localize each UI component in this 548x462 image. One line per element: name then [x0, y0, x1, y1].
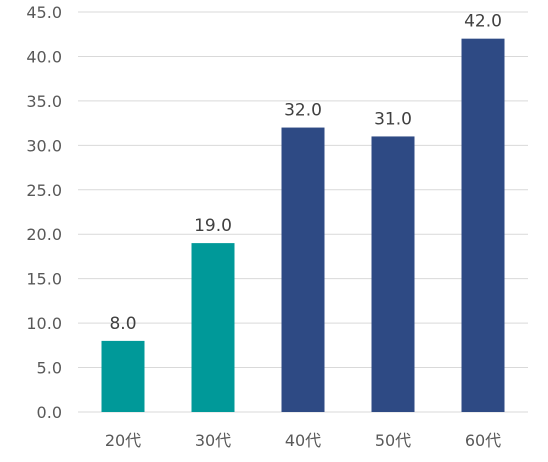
bars	[101, 38, 505, 413]
y-tick-label: 40.0	[26, 47, 62, 66]
data-labels: 8.0 19.0 32.0 31.0 42.0	[109, 12, 501, 334]
data-label: 8.0	[109, 314, 136, 334]
y-tick-label: 45.0	[26, 3, 62, 22]
data-label: 19.0	[194, 216, 232, 236]
x-tick-label: 20代	[105, 431, 141, 450]
data-label: 42.0	[464, 12, 502, 32]
y-tick-label: 30.0	[26, 136, 62, 155]
x-tick-label: 50代	[375, 431, 411, 450]
y-axis-tick-labels: 0.0 5.0 10.0 15.0 20.0 25.0 30.0 35.0 40.0 45.0	[26, 3, 62, 422]
bar	[191, 243, 235, 412]
y-tick-label: 5.0	[37, 359, 62, 378]
y-tick-label: 25.0	[26, 181, 62, 200]
bar	[101, 340, 145, 412]
x-tick-label: 30代	[195, 431, 231, 450]
bar	[281, 127, 325, 413]
y-tick-label: 10.0	[26, 314, 62, 333]
y-tick-label: 0.0	[37, 403, 62, 422]
bar	[461, 38, 505, 413]
y-tick-label: 35.0	[26, 92, 62, 111]
data-label: 32.0	[284, 101, 322, 121]
x-tick-label: 60代	[465, 431, 501, 450]
y-tick-label: 20.0	[26, 225, 62, 244]
bar	[371, 136, 415, 412]
x-tick-label: 40代	[285, 431, 321, 450]
x-axis-tick-labels: 20代 30代 40代 50代 60代	[105, 431, 501, 450]
y-tick-label: 15.0	[26, 270, 62, 289]
data-label: 31.0	[374, 109, 412, 129]
